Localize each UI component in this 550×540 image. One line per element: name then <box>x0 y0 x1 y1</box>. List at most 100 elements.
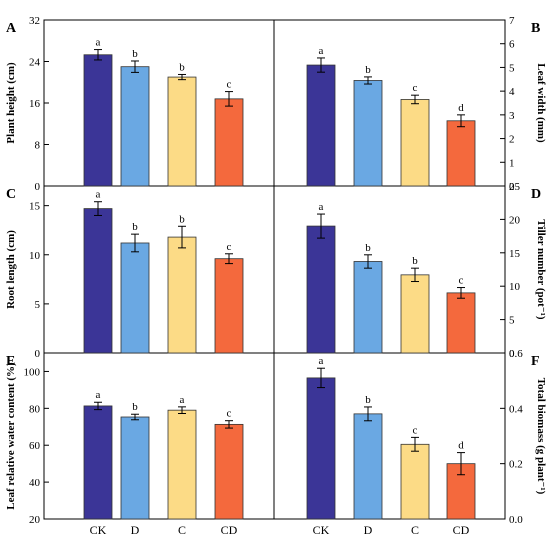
panel-c-bar-D <box>120 242 150 354</box>
panel-e-bar-D <box>120 416 150 520</box>
panel-f-letter-label-CD: d <box>458 440 464 452</box>
panel-e-bar-CK <box>83 405 113 520</box>
panel-c-letter-label-CD: c <box>227 241 232 253</box>
panel-c-bar-CK <box>83 208 113 354</box>
panel-b-letter-label-C: c <box>413 82 418 94</box>
panel-d-bar-C <box>400 274 430 354</box>
panel-b-bar-C <box>400 99 430 187</box>
panel-c-letter: C <box>6 187 16 202</box>
panel-a-ytick-label-1: 8 <box>35 140 41 152</box>
panel-e-letter-label-D: b <box>132 401 138 413</box>
panel-f-xtick-label-C: C <box>411 523 419 537</box>
panel-d-letter: D <box>531 187 541 202</box>
panel-e-xtick-label-C: C <box>178 523 186 537</box>
panel-b-letter-label-CK: a <box>319 45 324 57</box>
panel-b-ytick-label-7: 7 <box>509 15 515 27</box>
panel-b-ytick-label-2: 2 <box>509 134 515 146</box>
panel-d-ytick-label-5: 25 <box>509 181 521 193</box>
panel-b-ylabel: Leaf width (mm) <box>535 63 547 143</box>
panel-a-ytick-label-0: 0 <box>35 181 41 193</box>
panel-c-letter-label-CK: a <box>96 189 101 201</box>
panel-a-letter: A <box>6 21 17 36</box>
panel-d-bar-D <box>353 261 383 354</box>
panel-b-letter-label-CD: d <box>458 102 464 114</box>
panel-a-ytick-label-3: 24 <box>29 57 41 69</box>
panel-f-ytick-label-3: 0.6 <box>509 348 523 360</box>
panel-d-ytick-label-1: 5 <box>509 315 515 327</box>
panel-a-ytick-label-4: 32 <box>29 15 40 27</box>
panel-f-letter-label-D: b <box>365 394 371 406</box>
panel-a-letter-label-C: b <box>179 61 185 73</box>
panel-b-ytick-label-4: 4 <box>509 86 515 98</box>
panel-e-ylabel: Leaf relative water content (%) <box>5 362 17 510</box>
panel-c-bar-CD <box>214 258 244 354</box>
panel-c-bar-C <box>167 236 197 354</box>
panel-e-xtick-label-CK: CK <box>90 523 107 537</box>
panel-b-bar-D <box>353 80 383 187</box>
panel-d-bar-CD <box>446 292 476 354</box>
panel-d-ytick-label-0: 0 <box>509 348 515 360</box>
panel-e-letter-label-CK: a <box>96 389 101 401</box>
panel-b-ytick-label-5: 5 <box>509 62 515 74</box>
panel-b-ytick-label-3: 3 <box>509 110 515 122</box>
panel-a-bar-CD <box>214 98 244 187</box>
panel-b-letter-label-D: b <box>365 64 371 76</box>
panel-e-bar-C <box>167 409 197 520</box>
panel-f-bar-D <box>353 413 383 520</box>
panel-f-xtick-label-CK: CK <box>313 523 330 537</box>
panel-d-ytick-label-4: 20 <box>509 214 521 226</box>
panel-b-bar-CD <box>446 120 476 187</box>
panel-d-letter-label-C: b <box>412 255 418 267</box>
panel-f-letter-label-C: c <box>413 424 418 436</box>
panel-f-xtick-label-CD: CD <box>453 523 470 537</box>
panel-d-ytick-label-3: 15 <box>509 248 521 260</box>
panel-a-letter-label-CK: a <box>96 37 101 49</box>
panel-a-letter-label-D: b <box>132 48 138 60</box>
panel-c-ytick-label-2: 10 <box>29 250 41 262</box>
panel-e-ytick-label-1: 40 <box>29 477 41 489</box>
panel-f-letter-label-CK: a <box>319 355 324 367</box>
panel-e-xtick-label-CD: CD <box>221 523 238 537</box>
panel-c-ytick-label-3: 15 <box>29 201 41 213</box>
panel-f-bar-C <box>400 443 430 520</box>
panel-c-letter-label-D: b <box>132 221 138 233</box>
panel-e-letter-label-C: a <box>180 394 185 406</box>
panel-a-ylabel: Plant height (cm) <box>5 62 17 144</box>
panel-b-ytick-label-0: 0 <box>509 181 515 193</box>
panel-d-letter-label-CD: c <box>459 275 464 287</box>
panel-d-letter-label-CK: a <box>319 201 324 213</box>
panel-a-bar-CK <box>83 54 113 187</box>
panel-c-ytick-label-1: 5 <box>35 299 41 311</box>
panel-b-bar-CK <box>306 64 336 187</box>
panel-e-letter-label-CD: c <box>227 408 232 420</box>
panel-f-bar-CK <box>306 377 336 520</box>
panel-d-letter-label-D: b <box>365 242 371 254</box>
panel-a-bar-D <box>120 66 150 187</box>
panel-c-ytick-label-0: 0 <box>35 348 41 360</box>
panel-b-ytick-label-1: 1 <box>509 157 515 169</box>
panel-e-ytick-label-4: 100 <box>24 366 41 378</box>
panel-e-bar-CD <box>214 423 244 520</box>
panel-e-ytick-label-3: 80 <box>29 403 41 415</box>
panel-f-xtick-label-D: D <box>364 523 373 537</box>
panel-b-ytick-label-6: 6 <box>509 39 515 51</box>
panel-d-ylabel: Tiller number (pot⁻¹) <box>535 219 547 320</box>
panel-e-ytick-label-2: 60 <box>29 440 41 452</box>
panel-d-ytick-label-2: 10 <box>509 281 521 293</box>
panel-c-letter-label-C: b <box>179 213 185 225</box>
panel-d-bar-CK <box>306 225 336 354</box>
panel-a-ytick-label-2: 16 <box>29 98 41 110</box>
panel-c-ylabel: Root length (cm) <box>5 230 17 309</box>
panel-a-bar-C <box>167 76 197 187</box>
panel-a-letter-label-CD: c <box>227 79 232 91</box>
panel-e-ytick-label-0: 20 <box>29 514 41 526</box>
panel-f-letter: F <box>531 354 540 369</box>
panel-f-ytick-label-0: 0.0 <box>509 514 523 526</box>
panel-e-xtick-label-D: D <box>131 523 140 537</box>
panel-f-ytick-label-2: 0.4 <box>509 403 523 415</box>
panel-f-ylabel: Total biomass (g plant⁻¹) <box>535 378 547 495</box>
panel-f-ytick-label-1: 0.2 <box>509 459 523 471</box>
panel-e-letter: E <box>6 354 15 369</box>
panel-b-letter: B <box>531 21 540 36</box>
